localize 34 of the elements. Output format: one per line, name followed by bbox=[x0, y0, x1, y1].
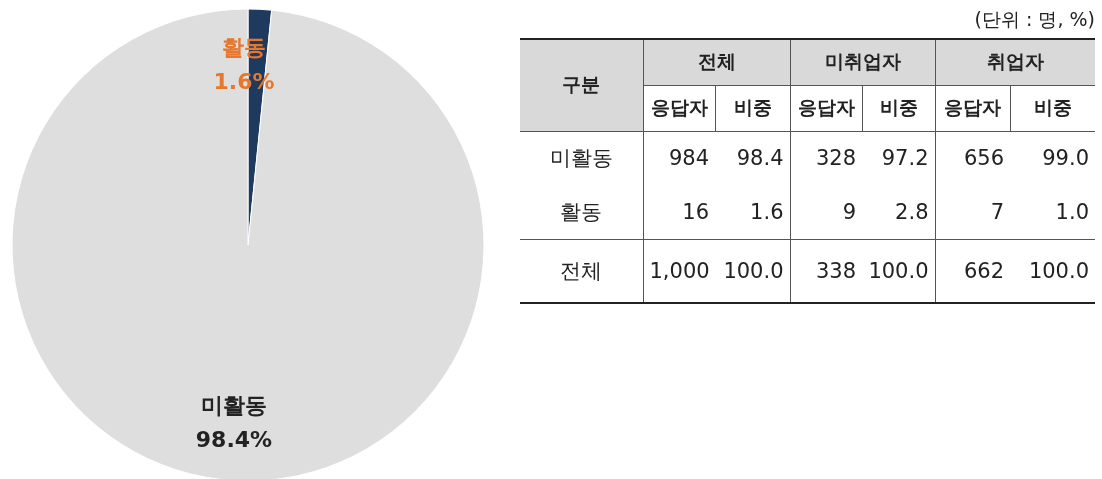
text: 1.0 bbox=[1054, 198, 1090, 226]
text: 662 bbox=[962, 257, 1005, 285]
text: 응답자 bbox=[790, 85, 862, 131]
text: 656 bbox=[962, 145, 1005, 173]
text: 비중 bbox=[862, 85, 935, 131]
text: 미활동 bbox=[520, 131, 643, 185]
text: 미취업자 bbox=[790, 39, 935, 85]
text: 2.8 bbox=[862, 185, 935, 239]
text: 99.0 bbox=[1041, 145, 1090, 173]
text: 비중 bbox=[715, 85, 790, 131]
text: 100.0 bbox=[1027, 257, 1090, 285]
text: 1,000 bbox=[648, 257, 711, 285]
text: 98.4 bbox=[715, 131, 790, 185]
text: 응답자 bbox=[935, 85, 1010, 131]
text: 984 bbox=[667, 145, 710, 173]
slice-label: 미활동 bbox=[200, 393, 267, 419]
text: 1.6 bbox=[715, 185, 790, 239]
text: 활동 bbox=[520, 185, 643, 239]
text: 100.0 bbox=[862, 239, 935, 303]
text: (단위 : 명, %) bbox=[973, 7, 1095, 32]
data-label: 98.4% bbox=[195, 427, 273, 453]
text: 7 bbox=[989, 198, 1005, 226]
text: 응답자 bbox=[643, 85, 715, 131]
text: 9 bbox=[841, 198, 857, 226]
text: 전체 bbox=[520, 239, 643, 303]
text: 97.2 bbox=[862, 131, 935, 185]
text: 구분 bbox=[520, 39, 643, 131]
text: 16 bbox=[681, 198, 710, 226]
text: 328 bbox=[814, 145, 857, 173]
text: 100.0 bbox=[715, 239, 790, 303]
text: 비중 bbox=[1010, 85, 1095, 131]
text: 취업자 bbox=[935, 39, 1095, 85]
text: 전체 bbox=[643, 39, 790, 85]
text: 338 bbox=[814, 257, 857, 285]
